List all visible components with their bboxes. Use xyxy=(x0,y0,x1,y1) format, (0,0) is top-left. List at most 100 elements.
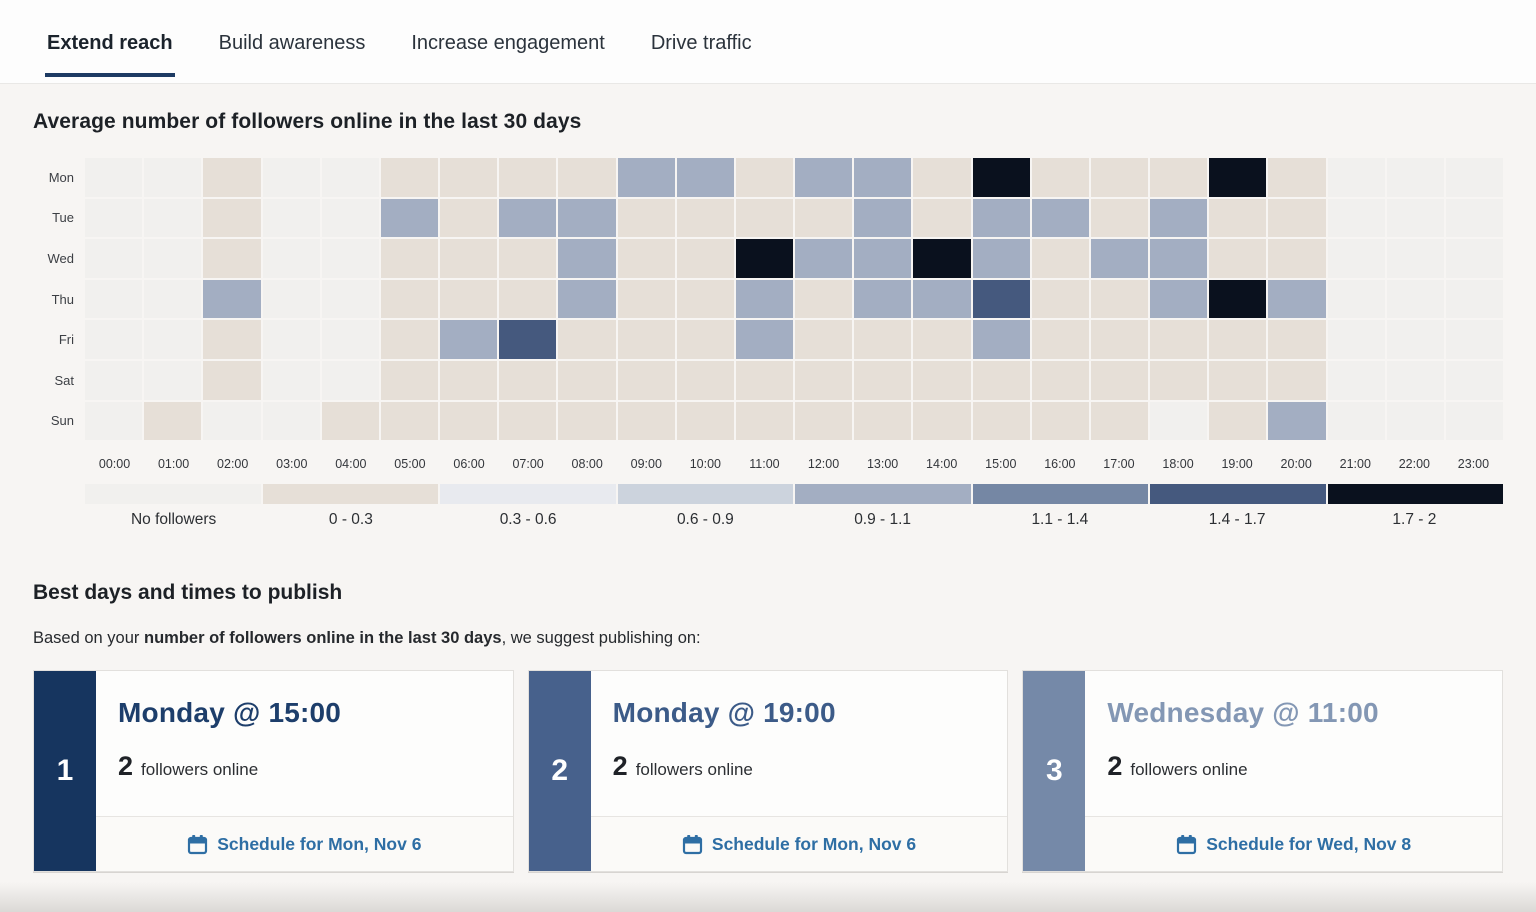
heatmap-day-labels: Mon Tue Wed Thu Fri Sat Sun xyxy=(33,158,85,529)
heatmap-cell xyxy=(380,401,438,441)
heatmap-cell xyxy=(558,279,616,319)
heatmap-cell xyxy=(676,401,734,441)
hour-label: 06:00 xyxy=(453,457,485,472)
heatmap-cell xyxy=(1209,401,1267,441)
heatmap-cell xyxy=(913,320,971,359)
schedule-button[interactable]: Schedule for Wed, Nov 8 xyxy=(1176,834,1411,855)
heatmap-cell xyxy=(1386,158,1444,197)
day-label-tue: Tue xyxy=(52,210,74,226)
heatmap-cell xyxy=(1150,320,1208,359)
heatmap-cell xyxy=(1031,239,1089,278)
card-title: Monday @ 19:00 xyxy=(612,697,836,729)
schedule-button[interactable]: Schedule for Mon, Nov 6 xyxy=(682,834,916,855)
heatmap-cell xyxy=(499,320,557,359)
heatmap-cell xyxy=(913,198,971,238)
heatmap-cell xyxy=(795,401,853,441)
heatmap-cell xyxy=(499,401,557,441)
heatmap-cell xyxy=(144,198,202,238)
heatmap-title: Average number of followers online in th… xyxy=(33,110,582,133)
heatmap-cell xyxy=(321,239,379,278)
legend-label: 1.4 - 1.7 xyxy=(1208,511,1266,529)
intro-suffix: , we suggest publishing on: xyxy=(501,629,701,648)
heatmap-cell xyxy=(676,239,734,278)
tab-build-awareness[interactable]: Build awareness xyxy=(218,32,366,54)
heatmap-cell xyxy=(972,158,1030,197)
heatmap-cell xyxy=(203,198,261,238)
heatmap-cell xyxy=(1090,158,1148,197)
heatmap-cell xyxy=(1268,279,1326,319)
heatmap-cell xyxy=(1090,239,1148,278)
heatmap-cell xyxy=(144,320,202,359)
schedule-button[interactable]: Schedule for Mon, Nov 6 xyxy=(187,834,421,855)
day-label-sat: Sat xyxy=(54,372,74,388)
heatmap-cell xyxy=(795,239,853,278)
heatmap-cell xyxy=(321,360,379,400)
heatmap-cell xyxy=(1150,239,1208,278)
heatmap-cell xyxy=(1386,401,1444,441)
heatmap-cell xyxy=(913,239,971,278)
tab-drive-traffic[interactable]: Drive traffic xyxy=(650,32,752,54)
heatmap-cell xyxy=(440,239,498,278)
rank-stripe: 2 xyxy=(528,671,591,872)
heatmap-cell xyxy=(1209,239,1267,278)
heatmap-cell xyxy=(676,320,734,359)
hour-label: 01:00 xyxy=(157,457,190,472)
heatmap-cell xyxy=(85,239,143,278)
heatmap-cell xyxy=(854,320,912,359)
best-times-heading: Best days and times to publish xyxy=(33,581,343,605)
heatmap-cell xyxy=(499,279,557,319)
heatmap-cell xyxy=(380,198,438,238)
heatmap-cell xyxy=(262,198,320,238)
followers-count: 2 xyxy=(118,751,134,782)
heatmap-cell xyxy=(795,198,853,238)
legend-swatch xyxy=(85,484,261,505)
legend-swatch xyxy=(617,484,793,505)
heatmap-cell xyxy=(795,158,853,197)
heatmap-cell xyxy=(380,279,438,319)
tab-extend-reach[interactable]: Extend reach xyxy=(45,6,175,77)
heatmap-cell xyxy=(854,198,912,238)
heatmap-cell xyxy=(1268,239,1326,278)
heatmap-cell xyxy=(321,279,379,319)
intro-prefix: Based on your xyxy=(33,629,144,648)
heatmap-legend-bar xyxy=(85,484,1503,505)
heatmap-cell xyxy=(913,401,971,441)
heatmap-cell xyxy=(795,360,853,400)
heatmap-cell xyxy=(1445,360,1503,400)
followers-count-row: 2 followers online xyxy=(1107,751,1482,782)
hour-label: 04:00 xyxy=(335,457,367,472)
rank-number: 1 xyxy=(56,754,74,788)
heatmap-cell xyxy=(1209,158,1267,197)
heatmap-cell xyxy=(558,360,616,400)
heatmap-cell xyxy=(972,239,1030,278)
intro-bold: number of followers online in the last 3… xyxy=(144,629,502,648)
tab-increase-engagement[interactable]: Increase engagement xyxy=(411,32,605,54)
heatmap-cell xyxy=(262,360,320,400)
legend-label: 1.7 - 2 xyxy=(1392,511,1437,529)
schedule-button-label: Schedule for Mon, Nov 6 xyxy=(217,833,422,854)
hour-label: 13:00 xyxy=(866,457,899,472)
heatmap-cell xyxy=(854,360,912,400)
heatmap-cell xyxy=(85,198,143,238)
hour-label: 08:00 xyxy=(571,457,603,472)
heatmap-cell xyxy=(1209,198,1267,238)
heatmap-cell xyxy=(1031,158,1089,197)
heatmap-cell xyxy=(1150,198,1208,238)
followers-count-row: 2 followers online xyxy=(118,751,493,782)
calendar-icon xyxy=(682,834,703,855)
heatmap-cell xyxy=(321,401,379,441)
heatmap-cell xyxy=(380,158,438,197)
heatmap-cell xyxy=(1150,401,1208,441)
heatmap-cell xyxy=(262,239,320,278)
heatmap-cell xyxy=(1445,401,1503,441)
heatmap-cell xyxy=(85,360,143,400)
heatmap-cell xyxy=(440,320,498,359)
hour-label: 18:00 xyxy=(1162,457,1194,472)
hour-label: 14:00 xyxy=(926,457,958,472)
heatmap-cell xyxy=(1031,279,1089,319)
heatmap-cell xyxy=(1445,198,1503,238)
heatmap-cell xyxy=(972,360,1030,400)
heatmap-cell xyxy=(499,198,557,238)
heatmap-cell xyxy=(854,239,912,278)
heatmap-cell xyxy=(1327,198,1385,238)
